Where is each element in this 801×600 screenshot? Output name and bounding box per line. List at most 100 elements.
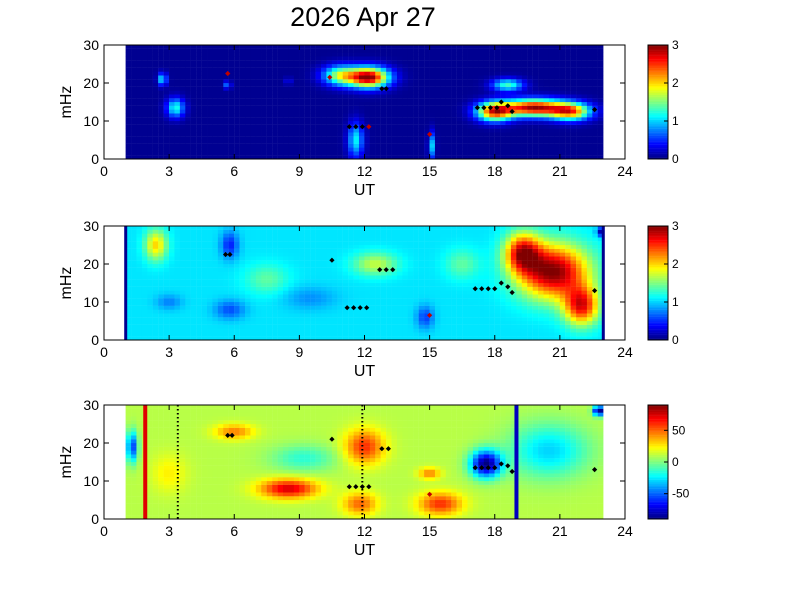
heatmap-cell: [141, 286, 148, 291]
heatmap-cell: [451, 132, 457, 137]
heatmap-cell: [228, 332, 235, 337]
heatmap-cell: [358, 71, 365, 76]
heatmap-cell: [266, 252, 273, 257]
heatmap-cell: [396, 237, 403, 242]
heatmap-cell: [299, 229, 305, 234]
heatmap-cell: [478, 113, 484, 118]
heatmap-cell: [380, 147, 387, 152]
heatmap-cell: [467, 60, 474, 65]
heatmap-cell: [597, 71, 604, 76]
heatmap-cell: [228, 147, 235, 152]
heatmap-cell: [239, 290, 246, 295]
heatmap-cell: [217, 233, 224, 238]
heatmap-cell: [489, 124, 495, 129]
heatmap-cell: [299, 244, 305, 249]
heatmap-cell: [407, 286, 414, 291]
heatmap-cell: [429, 67, 436, 72]
heatmap-cell: [217, 320, 224, 325]
heatmap-cell: [472, 98, 479, 103]
colorbar-segment: [648, 82, 668, 85]
heatmap-cell: [185, 332, 191, 337]
heatmap-cell: [375, 128, 381, 133]
heatmap-cell: [185, 256, 191, 261]
heatmap-cell: [304, 63, 311, 68]
heatmap-cell: [190, 105, 197, 110]
heatmap-cell: [353, 120, 360, 125]
heatmap-cell: [402, 82, 409, 87]
heatmap-cell: [299, 233, 305, 238]
heatmap-cell: [505, 260, 512, 265]
heatmap-cell: [418, 63, 425, 68]
heatmap-cell: [500, 90, 506, 95]
heatmap-cell: [310, 52, 316, 57]
heatmap-cell: [217, 298, 224, 303]
heatmap-cell: [272, 256, 278, 261]
heatmap-cell: [592, 151, 598, 156]
colorbar-tick-label: 0: [672, 152, 679, 166]
heatmap-cell: [505, 320, 512, 325]
heatmap-cell: [277, 151, 284, 156]
heatmap-cell: [391, 94, 398, 99]
heatmap-cell: [299, 298, 305, 303]
heatmap-cell: [234, 286, 240, 291]
heatmap-cell: [516, 105, 522, 110]
heatmap-cell: [380, 324, 387, 329]
heatmap-cell: [353, 290, 360, 295]
heatmap-cell: [445, 132, 452, 137]
heatmap-cell: [505, 301, 512, 306]
heatmap-cell: [310, 48, 316, 53]
heatmap-cell: [516, 124, 522, 129]
heatmap-cell: [364, 132, 371, 137]
heatmap-cell: [320, 294, 327, 299]
heatmap-cell: [158, 117, 164, 122]
heatmap-cell: [505, 244, 512, 249]
heatmap-cell: [277, 332, 284, 337]
heatmap-cell: [131, 233, 137, 238]
heatmap-cell: [131, 90, 137, 95]
heatmap-cell: [158, 263, 164, 268]
heatmap-cell: [576, 105, 582, 110]
heatmap-cell: [288, 244, 295, 249]
heatmap-cell: [315, 60, 322, 65]
heatmap-cell: [131, 67, 137, 72]
heatmap-cell: [179, 290, 186, 295]
heatmap-cell: [462, 90, 468, 95]
heatmap-cell: [489, 317, 495, 322]
heatmap-cell: [478, 86, 484, 91]
heatmap-cell: [190, 90, 197, 95]
heatmap-cell: [483, 90, 490, 95]
heatmap-cell: [320, 63, 327, 68]
heatmap-cell: [516, 71, 522, 76]
heatmap-cell: [576, 44, 582, 49]
heatmap-cell: [451, 109, 457, 114]
heatmap-cell: [369, 309, 376, 314]
heatmap-cell: [223, 105, 229, 110]
heatmap-cell: [261, 117, 267, 122]
heatmap-cell: [331, 44, 338, 49]
heatmap-cell: [261, 256, 267, 261]
heatmap-cell: [396, 279, 403, 284]
heatmap-cell: [353, 286, 360, 291]
heatmap-cell: [375, 79, 381, 84]
heatmap-cell: [131, 252, 137, 257]
heatmap-cell: [304, 320, 311, 325]
heatmap-cell: [310, 229, 316, 234]
heatmap-cell: [293, 252, 300, 257]
heatmap-cell: [592, 60, 598, 65]
heatmap-cell: [158, 260, 164, 265]
heatmap-cell: [413, 124, 419, 129]
heatmap-cell: [212, 82, 219, 87]
heatmap-cell: [402, 136, 409, 141]
heatmap-cell: [576, 143, 582, 148]
heatmap-cell: [190, 233, 197, 238]
heatmap-cell: [402, 305, 409, 310]
heatmap-cell: [239, 63, 246, 68]
heatmap-cell: [212, 336, 219, 341]
heatmap-cell: [272, 313, 278, 318]
heatmap-cell: [255, 67, 262, 72]
heatmap-cell: [310, 263, 316, 268]
heatmap-cell: [483, 52, 490, 57]
heatmap-cell: [337, 313, 343, 318]
heatmap-cell: [440, 151, 447, 156]
heatmap-cell: [250, 332, 257, 337]
